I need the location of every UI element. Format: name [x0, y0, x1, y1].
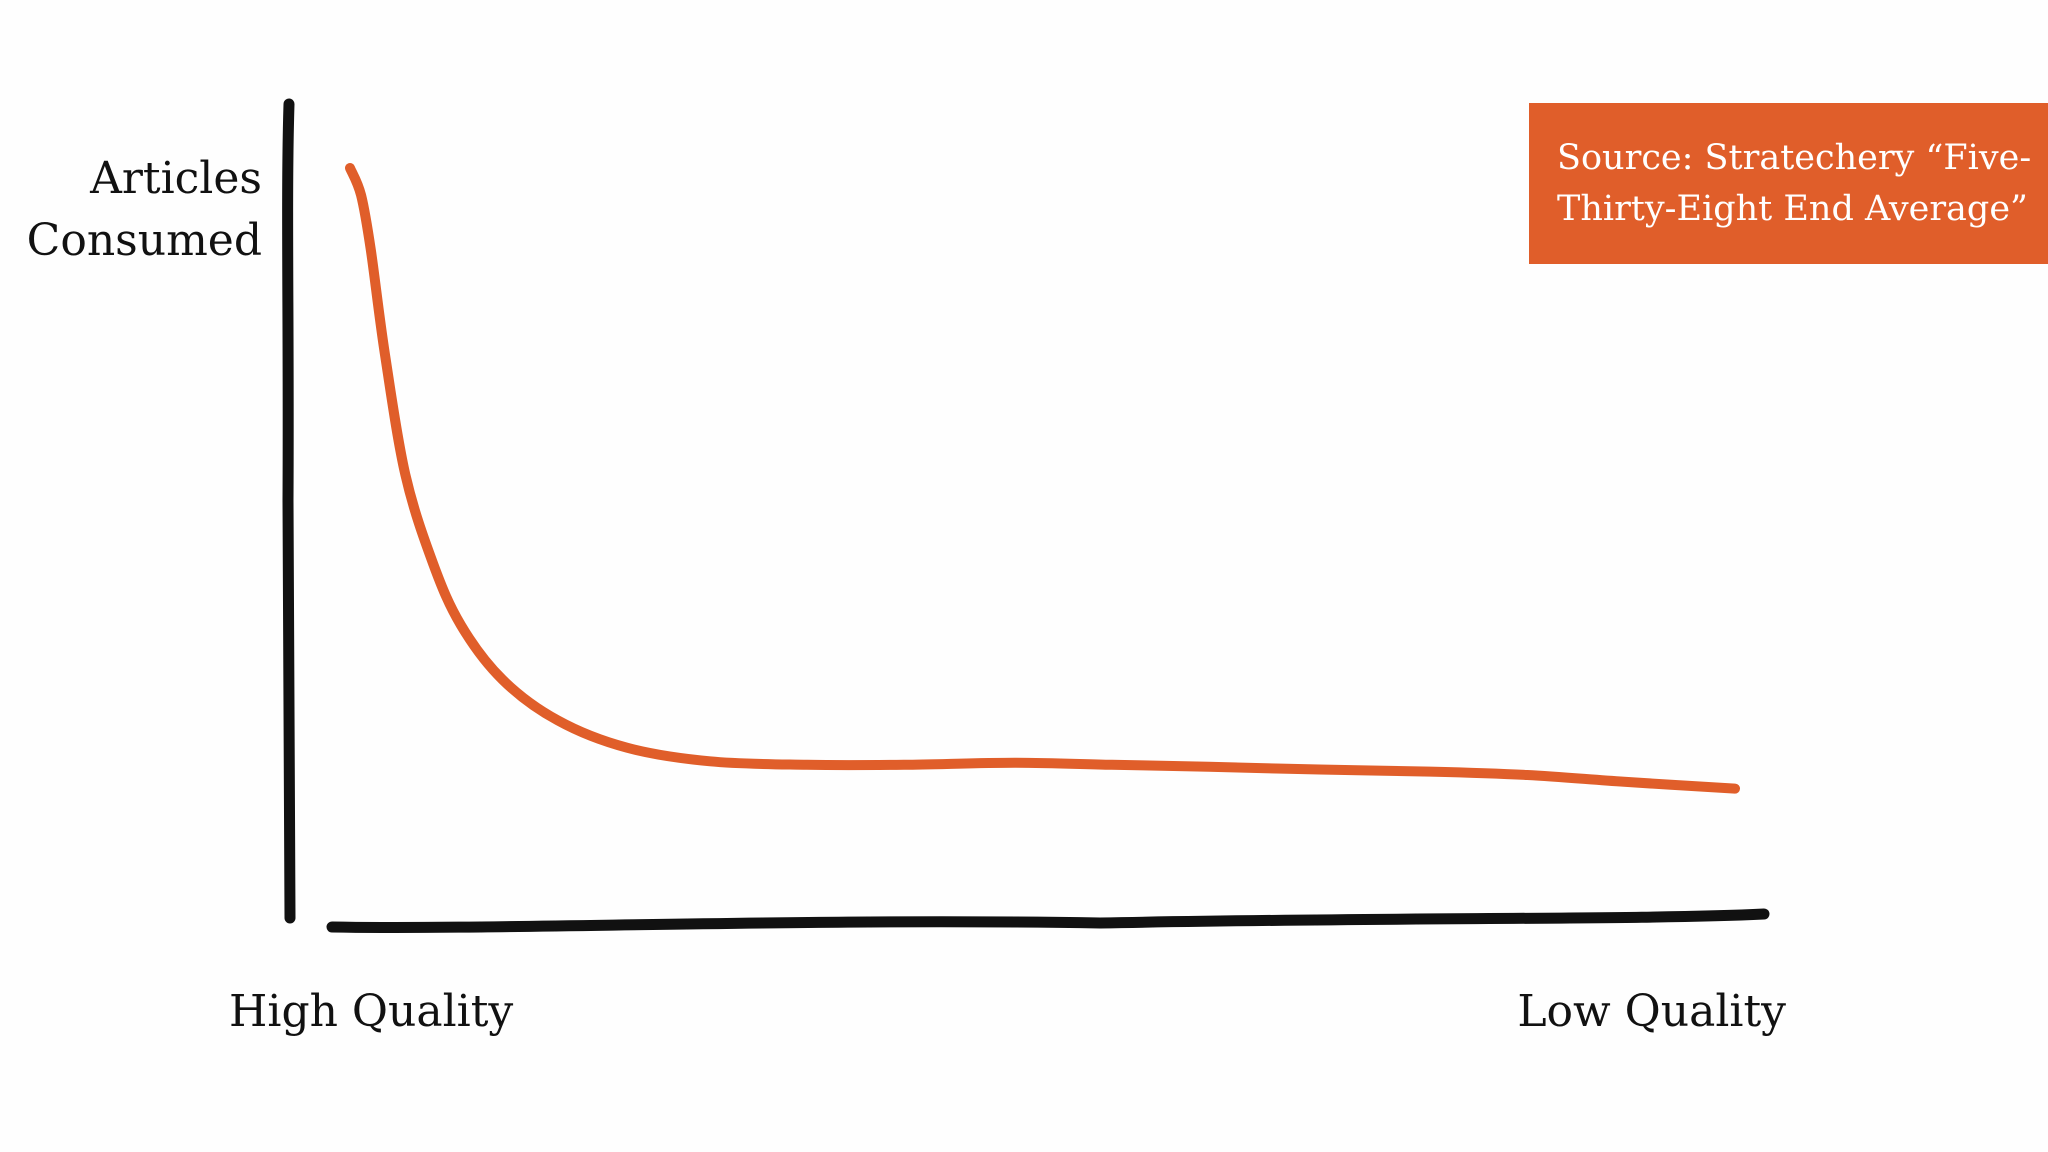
source-text-line-2: Thirty-Eight End Average” — [1557, 189, 2028, 229]
source-annotation: Source: Stratechery “Five- Thirty-Eight … — [1529, 103, 2048, 264]
x-axis-line — [326, 908, 1770, 933]
y-axis-label-line-1: Articles — [90, 153, 262, 204]
series-layer — [345, 163, 1740, 794]
y-axis-line — [282, 98, 296, 924]
y-axis-label: Articles Consumed — [20, 148, 262, 272]
y-axis-label-line-2: Consumed — [26, 215, 262, 266]
series-line-0 — [345, 163, 1740, 794]
x-axis-start-label: High Quality — [229, 986, 514, 1037]
source-text-line-1: Source: Stratechery “Five- — [1557, 138, 2032, 178]
x-axis-end-label: Low Quality — [1517, 986, 1786, 1037]
